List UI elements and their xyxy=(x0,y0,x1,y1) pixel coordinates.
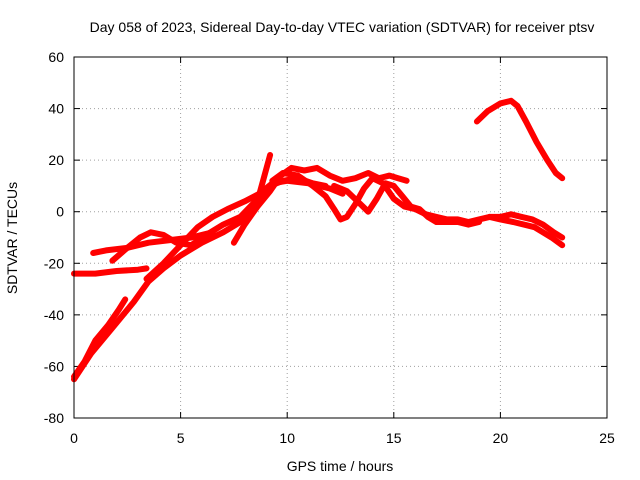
x-tick-label: 10 xyxy=(279,430,295,446)
ticks: 0 5 10 15 20 25 -80 -60 -40 -20 0 20 40 60 xyxy=(44,49,615,446)
y-tick-label: -60 xyxy=(44,358,64,374)
series-track-3 xyxy=(71,152,274,383)
series-track-9 xyxy=(331,180,483,228)
plot-frame xyxy=(73,56,608,419)
series-track-10 xyxy=(486,213,566,249)
x-tick-label: 20 xyxy=(493,430,509,446)
y-tick-label: -40 xyxy=(44,307,64,323)
x-tick-label: 5 xyxy=(177,430,185,446)
y-tick-label: -20 xyxy=(44,255,64,271)
y-axis-label: SDTVAR / TECUs xyxy=(4,182,20,294)
y-tick-label: 20 xyxy=(48,152,64,168)
series-track-11 xyxy=(473,97,566,182)
plot-area xyxy=(71,97,566,383)
x-tick-label: 15 xyxy=(386,430,402,446)
chart-title: Day 058 of 2023, Sidereal Day-to-day VTE… xyxy=(90,19,595,35)
series-track-6 xyxy=(109,175,329,264)
y-tick-label: -80 xyxy=(44,410,64,426)
x-tick-label: 0 xyxy=(70,430,78,446)
y-tick-label: 0 xyxy=(56,204,64,220)
grid xyxy=(74,57,607,418)
y-tick-label: 40 xyxy=(48,101,64,117)
y-tick-label: 60 xyxy=(48,49,64,65)
series-track-1 xyxy=(71,265,150,277)
series-track-7 xyxy=(230,164,410,246)
x-axis-label: GPS time / hours xyxy=(287,458,394,474)
x-tick-label: 25 xyxy=(599,430,615,446)
